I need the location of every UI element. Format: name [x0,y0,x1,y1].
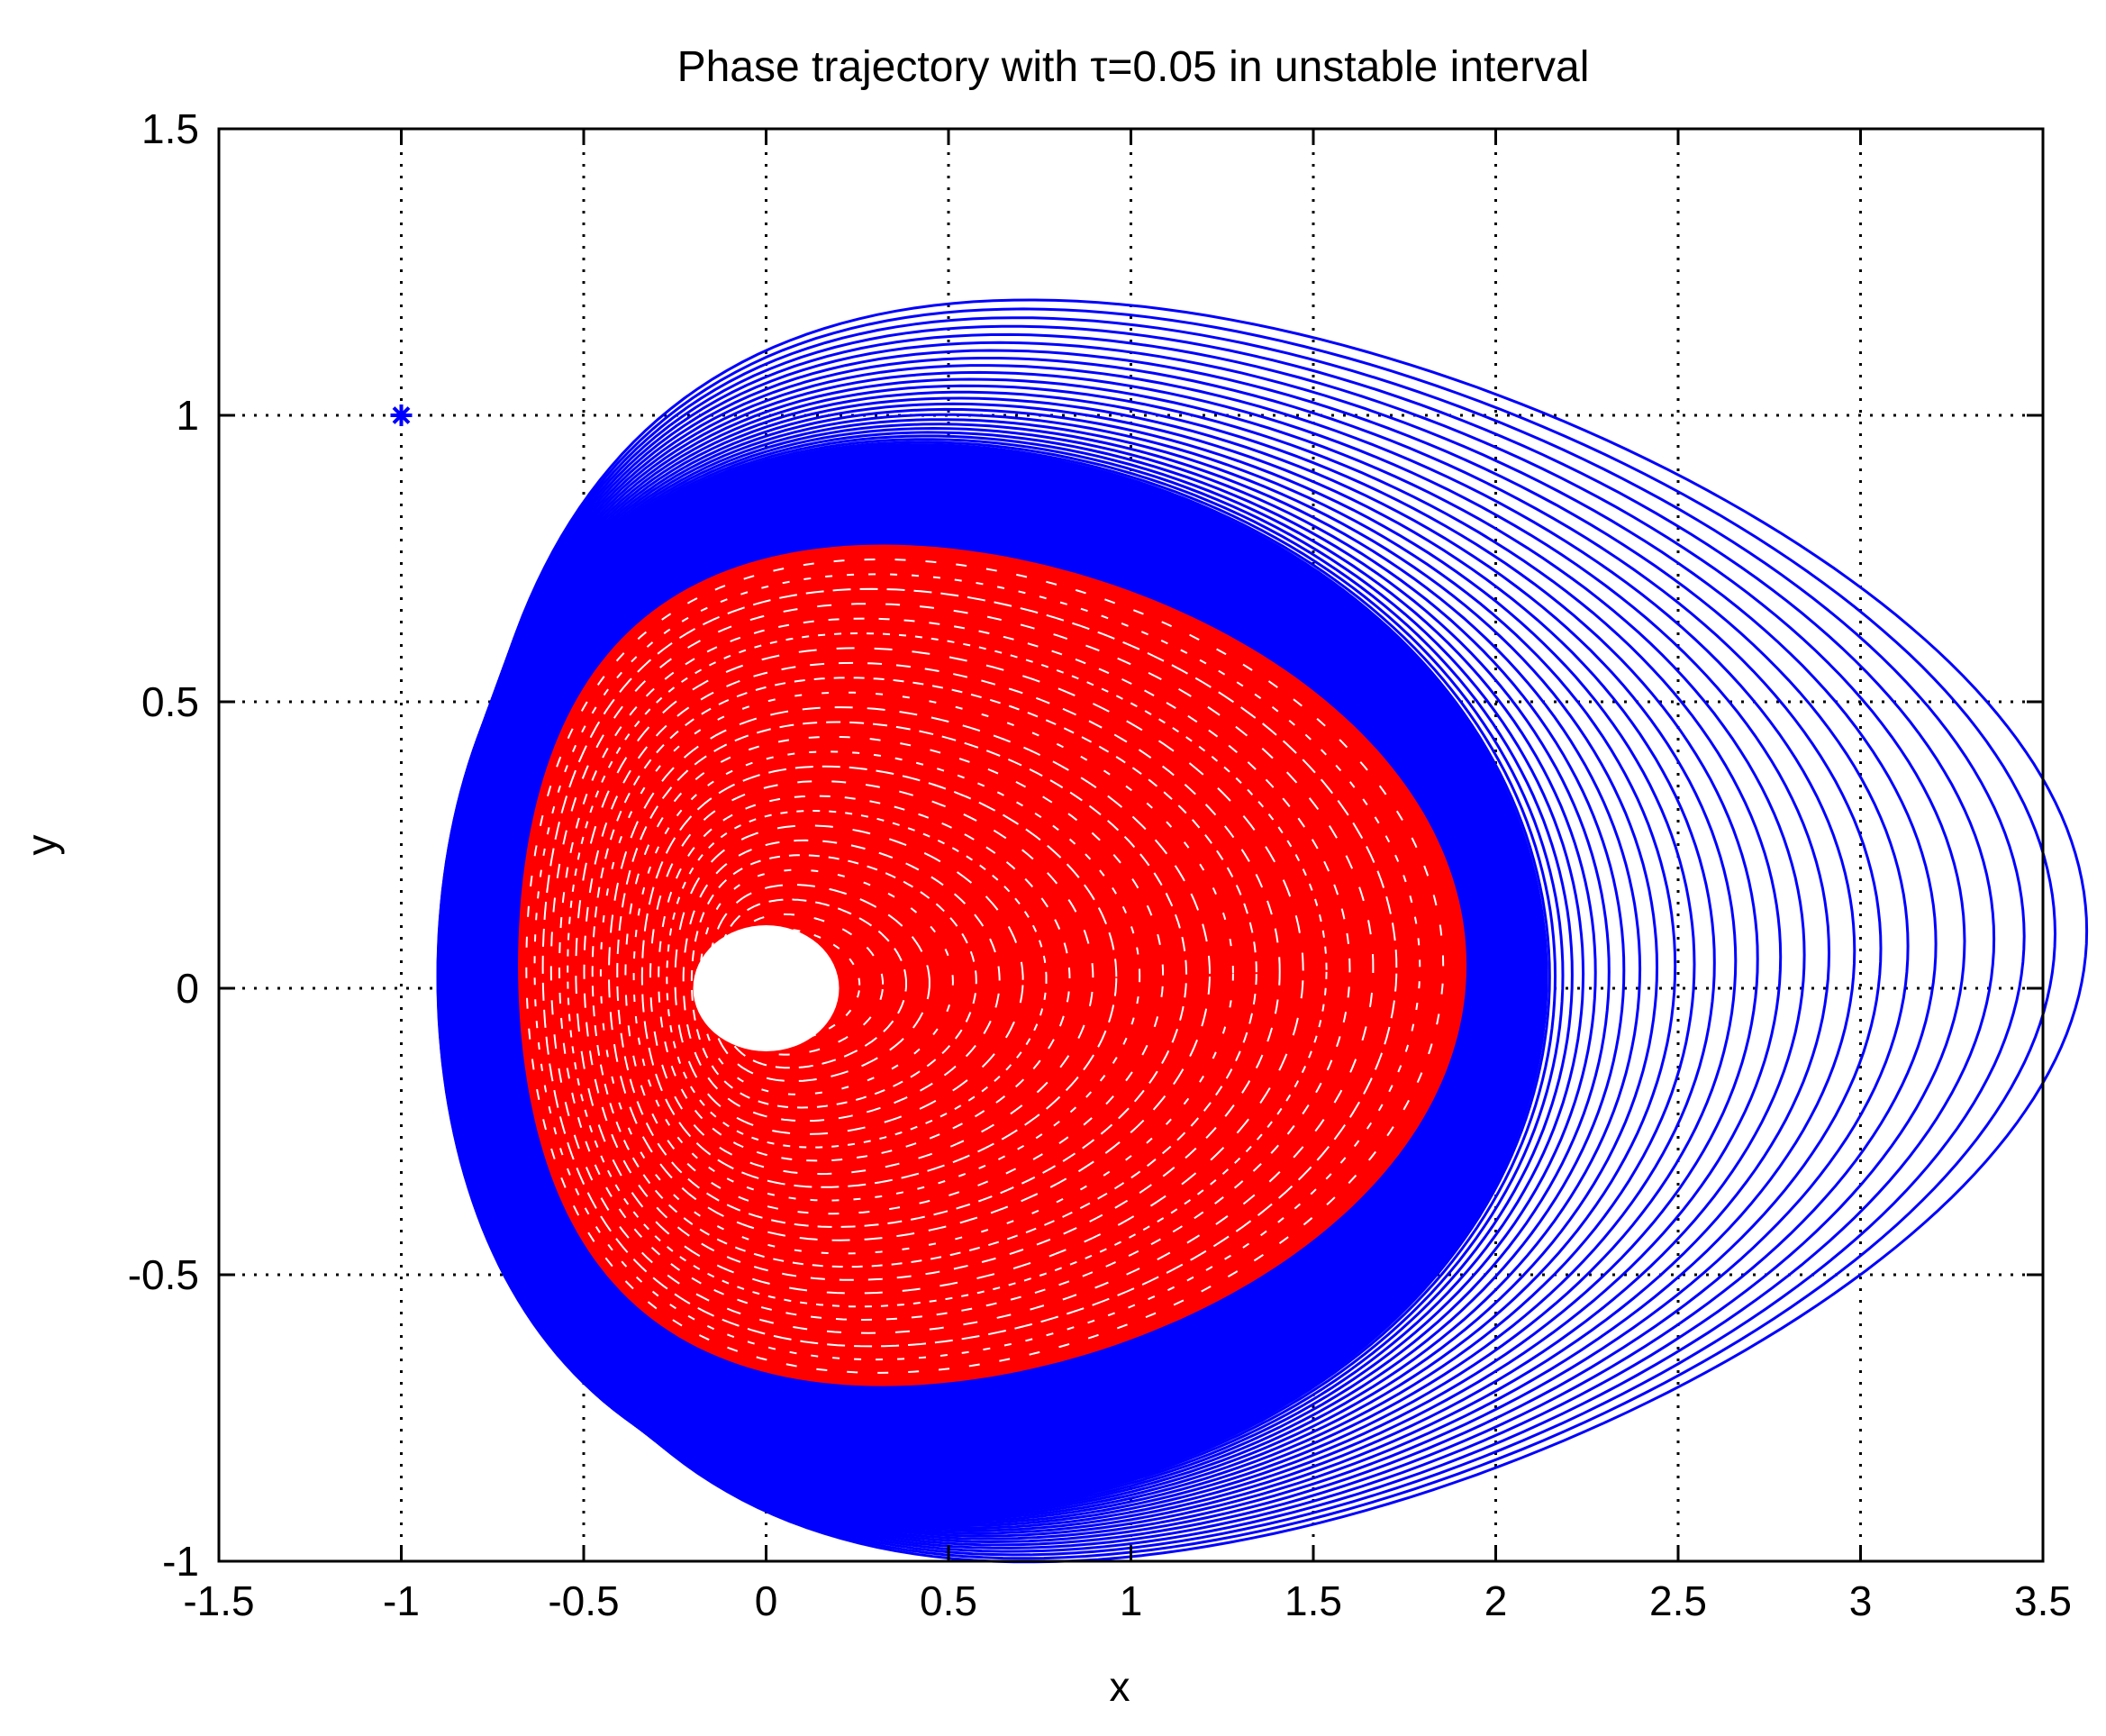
tick-marks [217,127,2045,1563]
trajectory-loop-blue [465,298,2089,1564]
y-axis-label: y [18,835,65,856]
x-tick-label: 3.5 [2014,1577,2072,1624]
start-point-marker [390,404,413,426]
plot-area [217,127,2089,1564]
trajectory-loop-red-gap [541,587,1398,1348]
trajectory-loop-blue [451,370,1831,1535]
x-tick-label: 3 [1849,1577,1873,1624]
y-tick-label: -1 [162,1538,199,1585]
trajectory-loop-red-gap [599,691,1234,1255]
trajectory-loop-blue [452,364,1856,1538]
trajectory-loop-red-gap [567,632,1328,1308]
chart-title: Phase trajectory with τ=0.05 in unstable… [677,43,1590,91]
trajectory-loop-blue [454,357,1883,1541]
y-tick-label: 1 [176,392,199,439]
trajectory-loop-red-gap [558,617,1351,1322]
x-tick-label: 0.5 [920,1577,977,1624]
x-tick-label: 0 [755,1577,778,1624]
trajectory-loop-blue [458,332,1966,1550]
x-tick-label: -1.5 [183,1577,254,1624]
y-tick-labels: -1 -0.5 0 0.5 1 1.5 [128,105,199,1585]
trajectory-loop-red-gap [632,750,1141,1202]
trajectory-loop-blue [457,341,1938,1547]
y-tick-label: 0.5 [141,678,199,725]
start-marker-stroke [392,406,411,424]
x-tick-label: -0.5 [548,1577,619,1624]
trajectory-loop-red-gap [674,824,1024,1135]
trajectory-loop-red-gap [658,795,1071,1162]
x-tick-label: 2.5 [1649,1577,1707,1624]
trajectory-loop-red-gap [525,558,1445,1374]
trajectory-loop-blue [462,316,2026,1557]
trajectory-layer [436,298,2089,1564]
trajectory-loop-blue [460,324,1996,1553]
trajectory-loop-red-gap [616,721,1188,1229]
trajectory-loop-blue [449,384,1783,1530]
trajectory-loop-red-gap [591,677,1257,1268]
x-tick-labels: -1.5 -1 -0.5 0 0.5 1 1.5 2 2.5 3 3.5 [183,1577,2072,1624]
trajectory-loop-red-gap [666,809,1048,1149]
trajectory-loop-blue [463,307,2057,1560]
trajectory-loop-red-gap [649,780,1094,1176]
trajectory-loop-red-gap [549,603,1375,1334]
x-axis-label: x [1110,1663,1130,1710]
trajectory-loop-red-gap [682,839,1001,1122]
trajectory-loop-red-gap [690,854,977,1109]
x-tick-label: 1.5 [1284,1577,1342,1624]
y-tick-label: 1.5 [141,105,199,152]
x-tick-label: 1 [1120,1577,1143,1624]
y-tick-label: 0 [176,965,199,1012]
x-tick-label: 2 [1484,1577,1508,1624]
trajectory-loop-blue [456,349,1910,1544]
marker-layer [390,404,413,426]
x-tick-label: -1 [383,1577,420,1624]
trajectory-loop-red-gap [640,765,1118,1188]
trajectory-red-region [518,544,1467,1386]
trajectory-loop-red-gap [723,913,885,1056]
trajectory-inner-hole [693,925,840,1051]
y-tick-label: -0.5 [128,1251,199,1298]
trajectory-loop-red-gap [583,661,1281,1281]
trajectory-loop-red-gap [624,735,1165,1215]
trajectory-loop-red-gap [575,647,1304,1295]
